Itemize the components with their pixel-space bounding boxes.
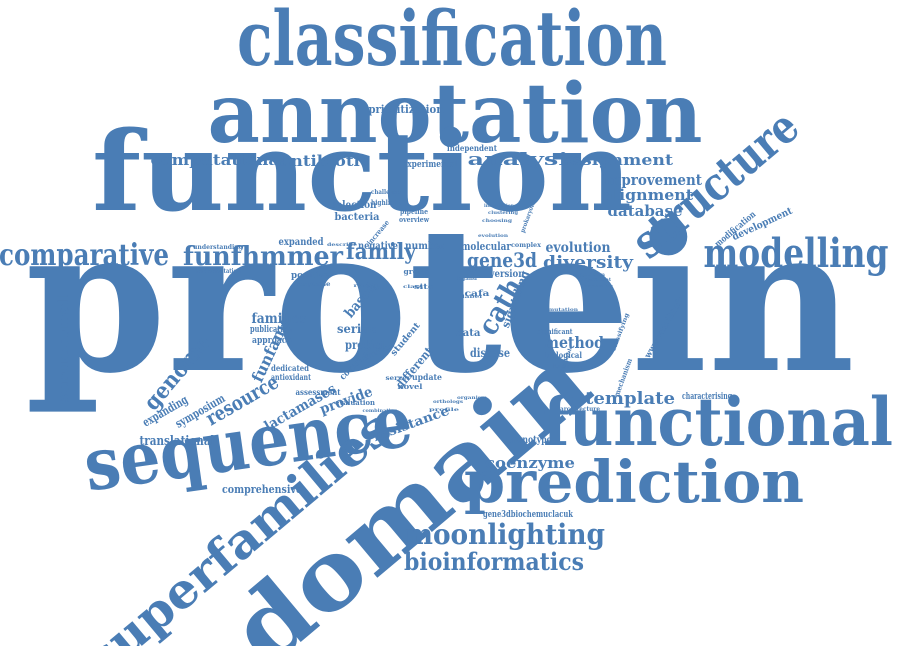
- word-pipeline: pipeline: [400, 207, 428, 216]
- word-data: data: [456, 328, 482, 339]
- word-diversity: diversity: [543, 253, 634, 273]
- word-classification: classification: [237, 0, 667, 83]
- word-orthologs: orthologs: [433, 399, 463, 405]
- word-assessment: assessment: [296, 387, 341, 397]
- word-moonlighting: moonlighting: [405, 518, 605, 551]
- word-assignment: assignment: [561, 151, 673, 169]
- word-gene3d: gene3d: [467, 248, 537, 272]
- word-version: version: [489, 269, 525, 280]
- word-dedicated: dedicated: [271, 363, 309, 373]
- word-combination: combination: [363, 408, 398, 414]
- word-site: site: [414, 282, 435, 291]
- word-biological: biological: [544, 350, 582, 360]
- word-prioritization: prioritization: [369, 103, 444, 116]
- word-ligand: ligand: [457, 276, 478, 282]
- word-algorithm: algorithm: [575, 272, 606, 278]
- word-annotation: annotation: [208, 66, 703, 162]
- word-method: method: [544, 333, 604, 352]
- word-negative: negative: [358, 241, 398, 252]
- word-homology: homology: [553, 363, 583, 370]
- word-understanding: understanding: [193, 244, 244, 251]
- word-clustering: clustering: [488, 210, 519, 216]
- word-expanded: expanded: [279, 237, 324, 248]
- word-database: database: [608, 202, 683, 220]
- word-challenge: challenge: [371, 189, 401, 196]
- word-bioinformatics: bioinformatics: [404, 547, 584, 576]
- word-prediction: prediction: [464, 448, 804, 516]
- word-family: family: [346, 239, 417, 265]
- word-number: number: [405, 241, 446, 252]
- word-translational: translational: [140, 434, 215, 449]
- word-response: response: [296, 281, 331, 288]
- word-functional: functional: [543, 383, 893, 461]
- word-responsible: responsible: [583, 283, 614, 288]
- word-group: group: [404, 267, 429, 276]
- word-cafa: cafa: [465, 288, 490, 298]
- word-modelling: modelling: [704, 230, 889, 277]
- word-selection: selection: [332, 200, 378, 211]
- word-describe: describe: [327, 242, 357, 248]
- word-implementation: implementation: [196, 268, 242, 275]
- word-protein: protein: [25, 183, 855, 418]
- word-serine: serine: [337, 322, 377, 336]
- word-experiment: experiment: [581, 277, 612, 283]
- word-antioxidant: antioxidant: [271, 372, 311, 382]
- word-phenotype: phenotype: [507, 435, 552, 446]
- word-improvement: improvement: [602, 171, 702, 189]
- word-significant: significant: [538, 327, 574, 336]
- word-overview: overview: [399, 215, 430, 224]
- word-gene3dbiochemuclacuk: gene3dbiochemuclacuk: [483, 510, 574, 520]
- word-update: update: [412, 372, 442, 382]
- word-evolution: evolution: [546, 240, 611, 256]
- word-comparative: comparative: [0, 238, 169, 273]
- word-architecture: architecture: [560, 406, 600, 413]
- word-positive: positive: [291, 271, 329, 281]
- word-funfhmmer: funfhmmer: [183, 242, 343, 272]
- word-type: type: [371, 285, 391, 291]
- word-predict: predict: [345, 338, 385, 352]
- word-disease: disease: [470, 346, 510, 360]
- word-approach: approach: [252, 336, 292, 346]
- word-independent: independent: [447, 143, 497, 153]
- word-novel: novel: [398, 382, 423, 391]
- word-information: information: [484, 203, 514, 209]
- word-comprehensive: comprehensive: [222, 483, 302, 496]
- word-result: result: [354, 283, 380, 289]
- word-bacteria: bacteria: [335, 212, 381, 223]
- word-molecular: molecular: [461, 240, 511, 253]
- word-template: template: [585, 389, 675, 409]
- word-experimental: experimental: [403, 160, 458, 170]
- word-profile: profile: [429, 407, 459, 413]
- word-structural: structural: [54, 294, 72, 404]
- word-analysis: analysis: [468, 150, 583, 170]
- word-server: server: [386, 375, 412, 382]
- word-publication: publication: [250, 325, 292, 335]
- word-class: class: [403, 284, 423, 290]
- word-characterising: characterising: [682, 392, 732, 402]
- word-computational: computational: [151, 151, 286, 169]
- word-alignment: alignment: [603, 186, 693, 204]
- word-highlight: highlight: [371, 198, 402, 207]
- word-antibiotic: antibiotic: [280, 152, 370, 170]
- word-evolution: evolution: [478, 233, 508, 239]
- word-organism: organism: [457, 395, 488, 401]
- word-function: function: [92, 107, 632, 236]
- word-choosing: choosing: [482, 218, 513, 224]
- word-complex: complex: [511, 242, 541, 249]
- word-coenzyme: coenzyme: [485, 454, 575, 472]
- word-label: label: [462, 294, 482, 300]
- word-evaluation: evaluation: [335, 398, 375, 407]
- word-families: families: [252, 311, 307, 327]
- word-mutation: mutation: [548, 307, 578, 313]
